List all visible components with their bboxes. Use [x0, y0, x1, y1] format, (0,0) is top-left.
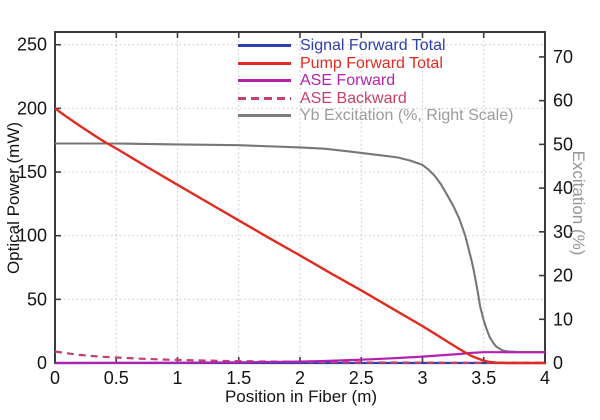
legend-line-sample — [238, 79, 291, 83]
y-tick-label-right: 50 — [553, 134, 573, 154]
y-tick-label-left: 100 — [17, 226, 47, 246]
y-tick-label-right: 60 — [553, 91, 573, 111]
legend-label: Yb Excitation (%, Right Scale) — [300, 107, 514, 124]
legend-label: Pump Forward Total — [300, 54, 443, 72]
x-tick-label: 0 — [50, 368, 60, 388]
y-tick-label-right: 70 — [553, 47, 573, 67]
y-tick-label-right: 0 — [553, 353, 563, 373]
x-tick-label: 1.5 — [226, 368, 251, 388]
y-tick-label-left: 200 — [17, 98, 47, 118]
legend-item: Pump Forward Total — [238, 55, 513, 73]
series-ase-backward — [54, 350, 546, 364]
x-tick-label: 4 — [540, 368, 550, 388]
legend-item: Yb Excitation (%, Right Scale) — [238, 107, 513, 125]
x-tick-label: 3.5 — [471, 368, 496, 388]
y-tick-label-right: 20 — [553, 266, 573, 286]
x-tick-label: 0.5 — [104, 368, 129, 388]
left-axis-title: Optical Power (mW) — [4, 121, 23, 275]
y-tick-label-left: 0 — [37, 353, 47, 373]
y-tick-label-left: 50 — [27, 289, 47, 309]
legend-line-sample — [238, 114, 291, 118]
y-tick-label-right: 30 — [553, 222, 573, 242]
legend-label: Signal Forward Total — [300, 37, 446, 54]
y-tick-label-left: 250 — [17, 35, 47, 55]
legend-line-sample — [238, 44, 291, 48]
legend-item: ASE Forward — [238, 72, 513, 90]
legend-item: ASE Backward — [238, 90, 513, 108]
series-pump-forward-total — [54, 107, 545, 365]
legend-item: Signal Forward Total — [238, 37, 513, 55]
legend-line-sample — [238, 61, 291, 65]
x-axis-title: Position in Fiber (m) — [224, 387, 378, 406]
legend-line-sample — [238, 96, 291, 100]
series-yb-excitation-right-scale — [55, 142, 545, 354]
x-tick-label: 2 — [295, 368, 305, 388]
y-tick-label-left: 150 — [17, 162, 47, 182]
x-tick-label: 2.5 — [349, 368, 374, 388]
y-tick-label-right: 10 — [553, 309, 573, 329]
legend-label: ASE Backward — [300, 89, 407, 107]
x-tick-label: 3 — [417, 368, 427, 388]
x-tick-label: 1 — [172, 368, 182, 388]
legend: Signal Forward Total Pump Forward Total AS… — [238, 37, 513, 125]
legend-label: ASE Forward — [300, 72, 396, 89]
y-tick-label-right: 40 — [553, 178, 573, 198]
right-axis-title: Excitation (%) — [569, 150, 588, 256]
series-ase-forward — [54, 351, 545, 365]
